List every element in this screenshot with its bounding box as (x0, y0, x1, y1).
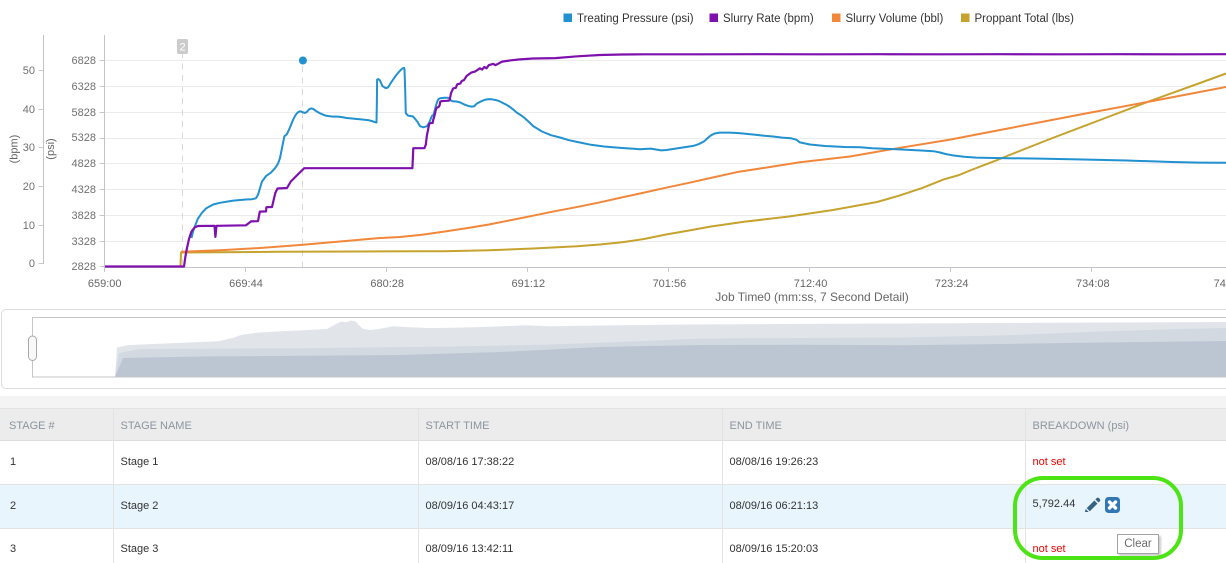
svg-text:Job Time0 (mm:ss, 7 Second Det: Job Time0 (mm:ss, 7 Second Detail) (715, 290, 908, 304)
svg-text:20: 20 (23, 181, 35, 193)
svg-text:10: 10 (23, 220, 35, 232)
svg-text:(psi): (psi) (45, 138, 57, 159)
svg-text:669:44: 669:44 (229, 278, 263, 290)
svg-text:30: 30 (23, 142, 35, 154)
svg-text:5828: 5828 (72, 107, 96, 119)
svg-text:4328: 4328 (72, 184, 96, 196)
svg-text:40: 40 (23, 104, 35, 116)
svg-text:2: 2 (179, 42, 185, 54)
svg-text:734:08: 734:08 (1076, 278, 1110, 290)
svg-text:3328: 3328 (72, 236, 96, 248)
svg-text:4828: 4828 (72, 158, 96, 170)
svg-text:659:00: 659:00 (88, 278, 122, 290)
svg-text:3828: 3828 (72, 210, 96, 222)
svg-text:5328: 5328 (72, 132, 96, 144)
svg-text:Slurry Rate (bpm): Slurry Rate (bpm) (723, 13, 814, 25)
svg-text:6328: 6328 (72, 81, 96, 93)
svg-text:701:56: 701:56 (653, 278, 687, 290)
svg-text:50: 50 (23, 65, 35, 77)
svg-text:Treating Pressure (psi): Treating Pressure (psi) (577, 13, 694, 25)
svg-text:712:40: 712:40 (794, 278, 828, 290)
svg-text:2828: 2828 (72, 261, 96, 273)
svg-text:745:52: 745:52 (1214, 278, 1226, 290)
svg-text:680:28: 680:28 (370, 278, 404, 290)
svg-text:Proppant Total (lbs): Proppant Total (lbs) (975, 13, 1075, 25)
svg-text:6828: 6828 (72, 55, 96, 67)
svg-text:(bpm): (bpm) (9, 135, 21, 164)
svg-text:691:12: 691:12 (511, 278, 545, 290)
svg-text:0: 0 (29, 258, 35, 270)
svg-text:723:24: 723:24 (935, 278, 969, 290)
svg-text:Slurry Volume (bbl): Slurry Volume (bbl) (846, 13, 944, 25)
